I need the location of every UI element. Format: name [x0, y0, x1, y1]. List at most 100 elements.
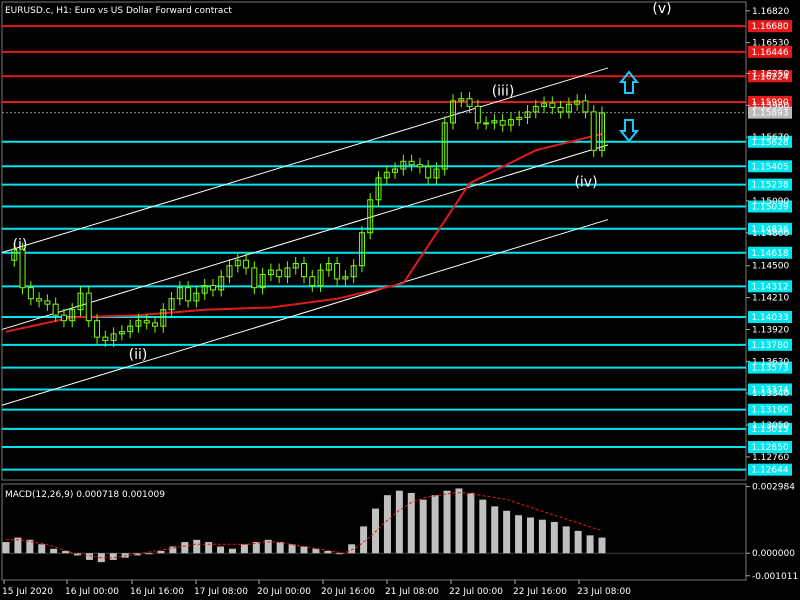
macd-histogram-bar	[228, 548, 236, 554]
macd-histogram-bar	[395, 490, 403, 554]
support-price-tag: 1.14618	[751, 249, 788, 259]
candle-body	[127, 325, 134, 333]
candle-body	[251, 267, 258, 289]
time-axis: 15 Jul 2020 16 Jul 00:00 16 Jul 16:00 17 Ju…	[2, 580, 631, 597]
support-price-tag-bg	[748, 200, 792, 213]
wave-label: (i)	[13, 237, 28, 253]
candle-body	[110, 333, 117, 341]
macd-histogram-bar	[443, 490, 451, 554]
candle-body	[69, 309, 76, 322]
candle-body	[474, 105, 481, 124]
candle-body	[301, 263, 307, 278]
resistance-price-tag: 1.15990	[751, 98, 788, 108]
candle-body	[400, 160, 407, 170]
macd-histogram-bar	[193, 539, 201, 554]
candle-body	[44, 300, 51, 305]
wave-label: (iii)	[492, 83, 515, 99]
candle-body	[450, 100, 456, 124]
support-price-tag-bg	[748, 135, 792, 148]
macd-histogram-bar	[324, 550, 332, 554]
price-tick-label: 1.13340	[752, 389, 789, 399]
support-price-tag: 1.13374	[751, 385, 788, 395]
support-price-tag: 1.15628	[751, 138, 788, 148]
candle-body	[441, 122, 448, 170]
signal-arrows	[618, 70, 640, 143]
candle-body	[416, 164, 423, 168]
macd-histogram-bar	[74, 553, 82, 556]
macd-histogram-bar	[598, 537, 606, 554]
candle-body	[143, 320, 150, 324]
candle-body	[375, 177, 382, 201]
macd-histogram-bar	[133, 553, 141, 556]
resistance-price-tag-bg	[748, 20, 792, 33]
macd-histogram-bar	[145, 553, 153, 555]
macd-histogram-bar	[562, 526, 570, 554]
support-price-tag-bg	[748, 160, 792, 173]
support-price-tag-bg	[748, 311, 792, 324]
candle-body	[574, 100, 581, 105]
candle-body	[425, 166, 432, 179]
time-tick-label: 22 Jul 16:00	[513, 587, 567, 597]
time-tick-label: 20 Jul 00:00	[257, 587, 311, 597]
support-price-tag-bg	[748, 441, 792, 454]
candle-body	[284, 267, 291, 278]
candle-body	[60, 314, 67, 322]
support-price-tag-bg	[748, 361, 792, 374]
support-price-tag: 1.15039	[751, 202, 788, 212]
macd-histogram-bar	[62, 550, 70, 554]
candle-body	[549, 102, 556, 108]
macd-histogram-bar	[252, 542, 260, 554]
candle-body	[507, 119, 514, 126]
candle-body	[590, 111, 597, 151]
time-tick-label: 21 Jul 08:00	[385, 587, 439, 597]
candle-body	[52, 303, 59, 316]
support-price-tag-bg	[748, 222, 792, 235]
macd-histogram-bar	[348, 544, 356, 554]
support-price-tag: 1.13780	[751, 341, 788, 351]
price-tick-label: 1.15090	[752, 197, 789, 207]
price-tick-label: 1.14800	[752, 229, 789, 239]
macd-histogram-bar	[574, 530, 582, 554]
support-price-tag-bg	[748, 338, 792, 351]
moving-average	[5, 132, 603, 333]
support-price-tag: 1.15405	[751, 162, 788, 172]
candle-body	[358, 232, 365, 267]
support-price-tag: 1.12850	[751, 443, 788, 453]
support-price-tag: 1.13190	[751, 406, 788, 416]
support-levels: 1.15628 1.15405 1.15238 1.15039 1.14836 1.146…	[2, 135, 792, 476]
support-price-tag-bg	[748, 422, 792, 435]
macd-histogram-bar	[157, 550, 165, 554]
candle-body	[36, 298, 43, 302]
macd-histogram-bar	[479, 499, 487, 554]
candle-body	[292, 263, 299, 269]
current-price-tag: 1.15893	[751, 109, 788, 119]
macd-histogram-bar	[538, 519, 546, 554]
candle-body	[383, 171, 390, 179]
support-price-tag: 1.13015	[751, 425, 788, 435]
candle-body	[259, 274, 266, 289]
candle-body	[193, 292, 200, 302]
candle-body	[152, 322, 158, 327]
current-price-tag-bg	[748, 106, 792, 119]
candle-body	[94, 320, 101, 338]
candle-body	[367, 199, 374, 234]
macd-histogram-bar	[503, 510, 511, 554]
support-price-tag: 1.13573	[751, 364, 788, 374]
candle-body	[325, 263, 332, 271]
macd-histogram-bar	[383, 495, 391, 554]
resistance-price-tag-bg	[748, 95, 792, 108]
support-price-tag: 1.14836	[751, 225, 788, 235]
macd-histogram-bar	[240, 544, 248, 554]
candle-body	[565, 103, 572, 113]
macd-tick-label: 0.000000	[752, 549, 795, 559]
macd-histogram-bar	[288, 544, 296, 554]
resistance-price-tag: 1.16680	[751, 22, 788, 32]
macd-histogram-bar	[550, 521, 558, 554]
price-tick-label: 1.13050	[752, 421, 789, 431]
macd-histogram-bar	[491, 506, 499, 554]
candle-body	[226, 265, 233, 278]
candle-body	[334, 263, 341, 280]
macd-histogram-bar	[586, 535, 594, 554]
macd-histogram-bar	[109, 553, 117, 560]
